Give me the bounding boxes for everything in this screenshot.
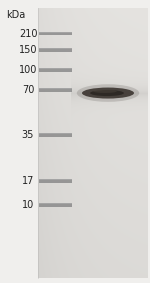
Bar [39, 203, 72, 207]
Text: 35: 35 [22, 130, 34, 140]
Ellipse shape [90, 90, 124, 96]
Bar [39, 32, 72, 35]
Ellipse shape [77, 84, 139, 102]
Text: 10: 10 [22, 200, 34, 210]
Bar [39, 179, 72, 183]
Bar [39, 179, 72, 180]
Text: 70: 70 [22, 85, 34, 95]
Bar [39, 48, 72, 49]
Text: 150: 150 [19, 45, 37, 55]
Ellipse shape [82, 87, 134, 98]
Bar [39, 48, 72, 52]
Bar [39, 68, 72, 72]
Bar [39, 32, 72, 33]
Text: 17: 17 [22, 176, 34, 186]
Text: kDa: kDa [6, 10, 26, 20]
Bar [39, 88, 72, 92]
Ellipse shape [93, 90, 117, 93]
Bar [39, 88, 72, 89]
Text: 210: 210 [19, 29, 37, 39]
Bar [39, 203, 72, 204]
Bar [39, 133, 72, 137]
Text: 100: 100 [19, 65, 37, 75]
Bar [39, 133, 72, 134]
Bar [39, 68, 72, 69]
